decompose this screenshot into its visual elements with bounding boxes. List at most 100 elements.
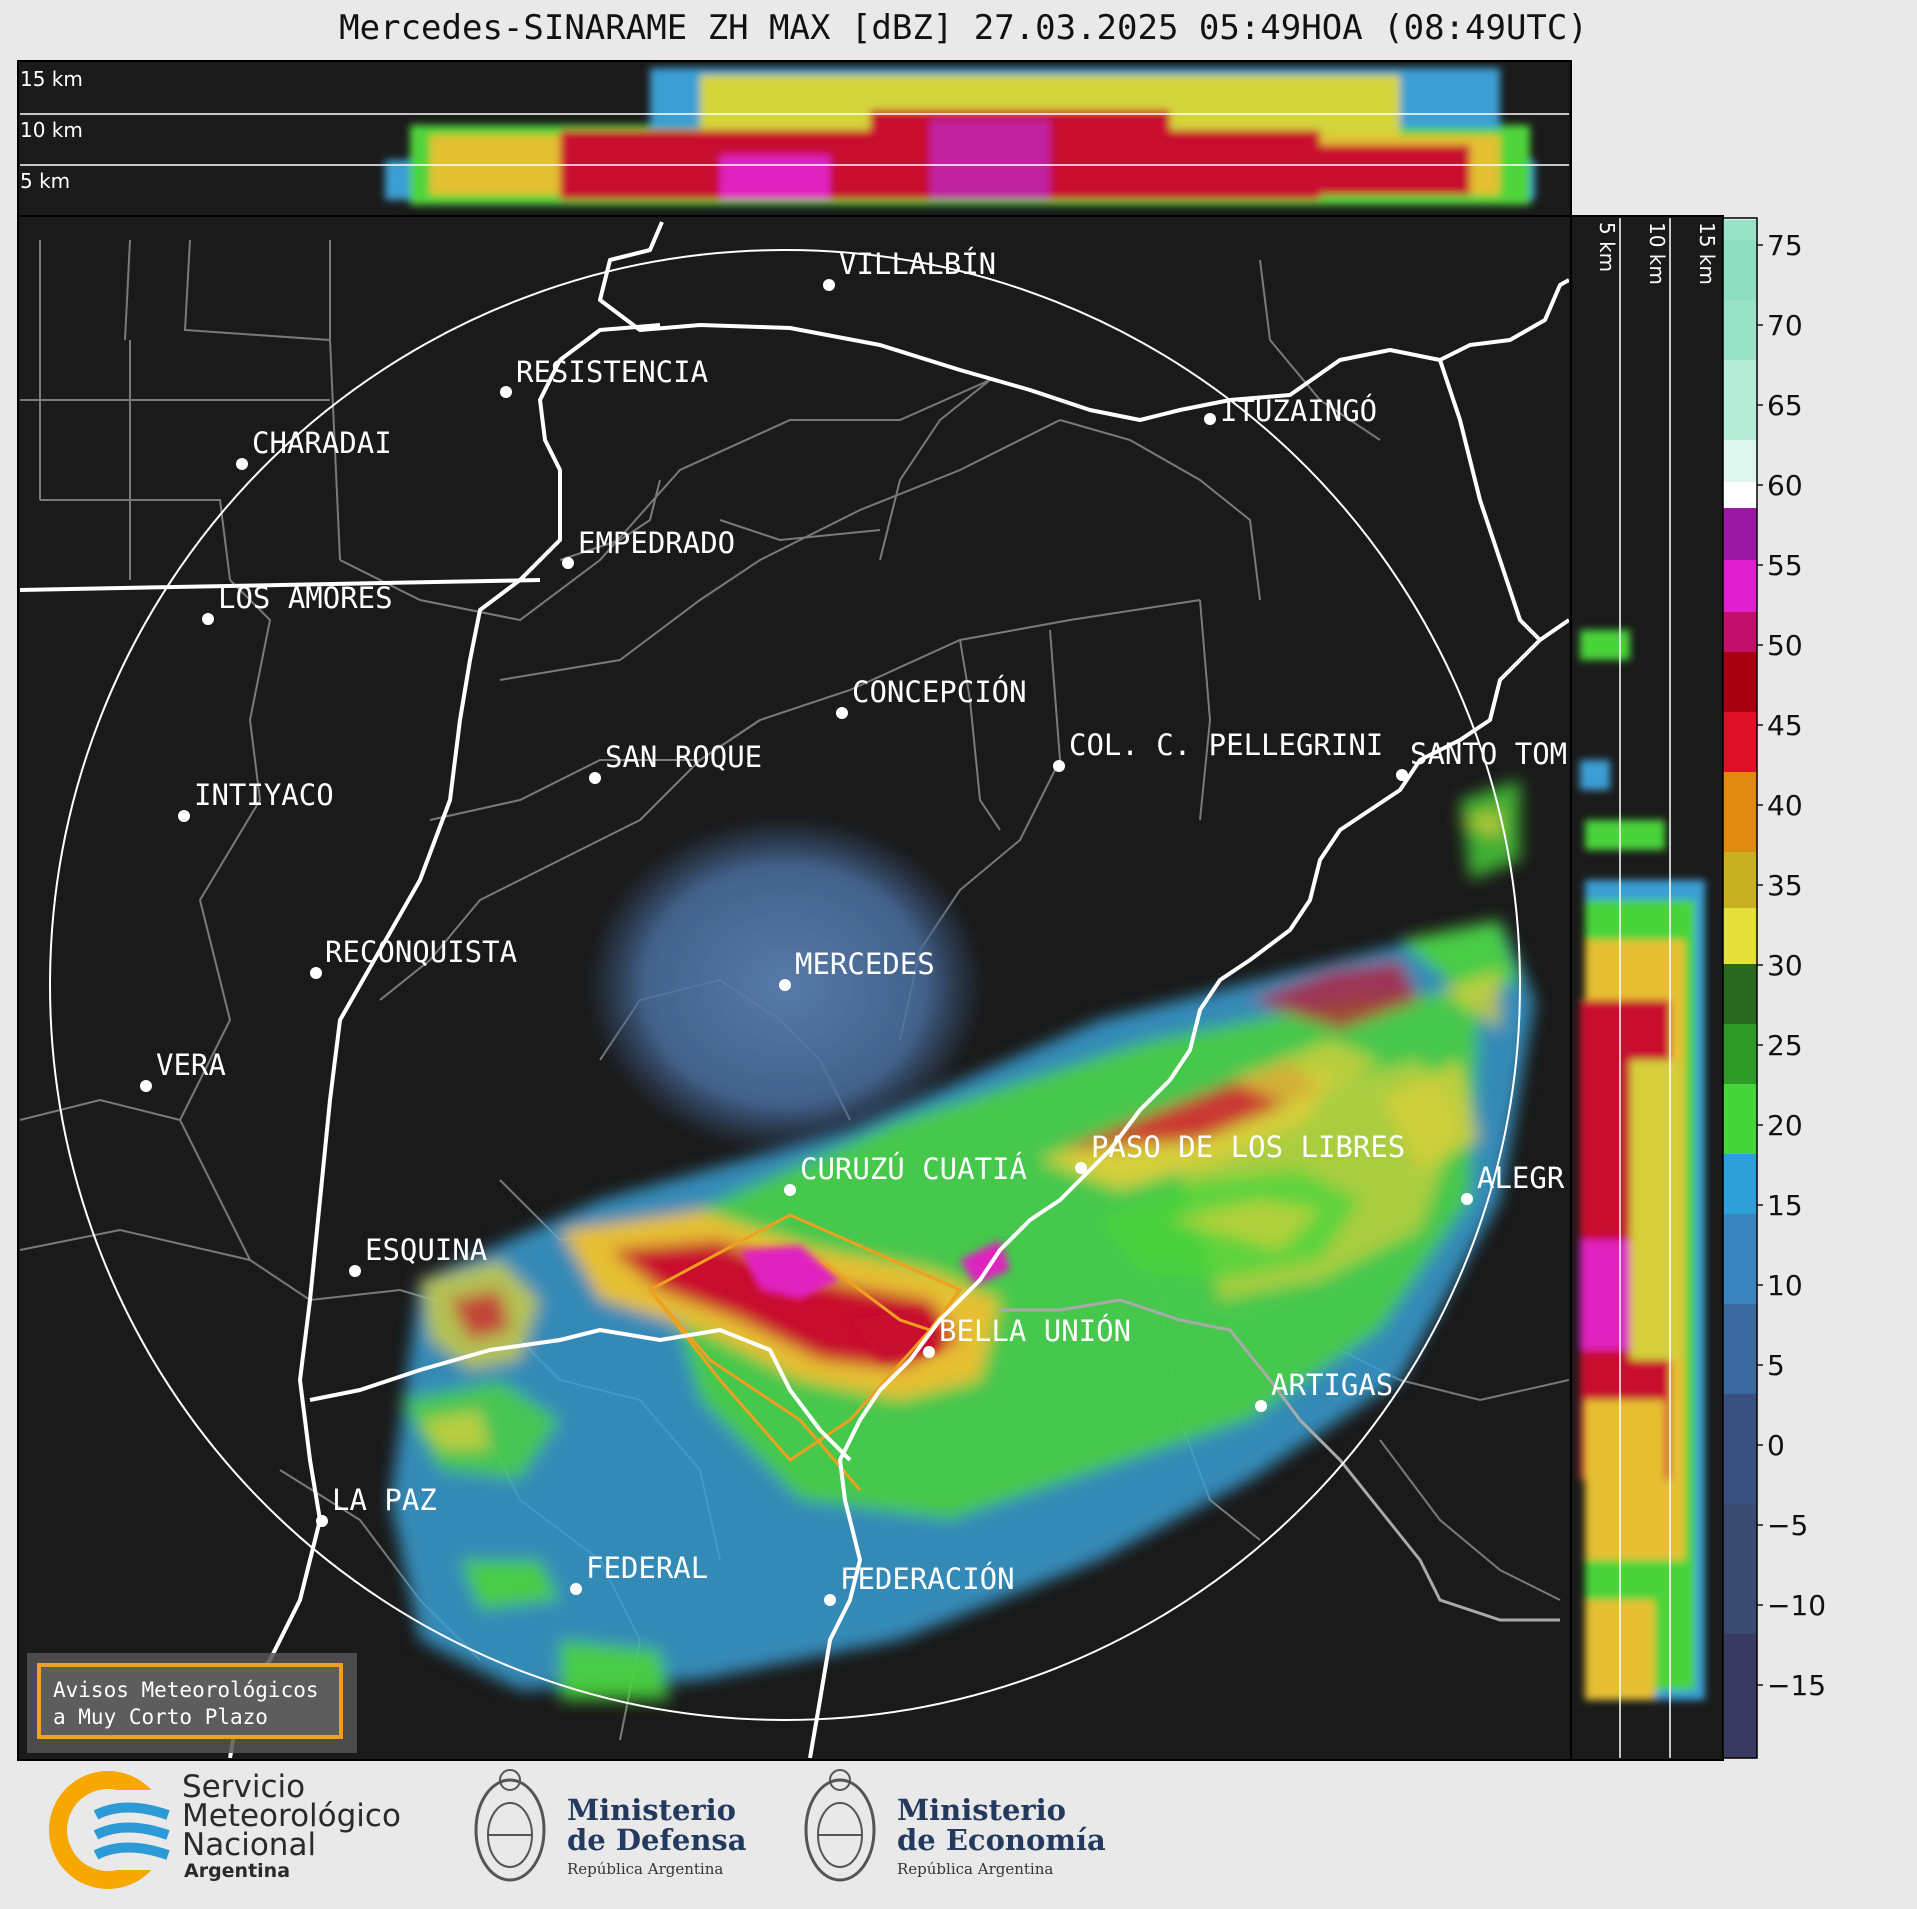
map-title: Mercedes-SINARAME ZH MAX [dBZ] 27.03.202… bbox=[339, 8, 1588, 48]
city-curuzu-cuatia: CURUZÚ CUATIÁ bbox=[784, 1152, 1027, 1196]
city-col-pellegrini: COL. C. PELLEGRINI bbox=[1053, 728, 1383, 772]
svg-text:RESISTENCIA: RESISTENCIA bbox=[516, 355, 708, 389]
svg-text:PASO DE LOS LIBRES: PASO DE LOS LIBRES bbox=[1091, 1130, 1405, 1164]
city-san-roque: SAN ROQUE bbox=[589, 740, 762, 784]
map-panel: VILLALBÍN RESISTENCIA CHARADAI ITUZAINGÓ… bbox=[17, 215, 1572, 1761]
economia-logo-line-1: Ministerio bbox=[897, 1793, 1067, 1827]
svg-text:ALEGR: ALEGR bbox=[1477, 1161, 1565, 1195]
defensa-logo-line-3: República Argentina bbox=[567, 1860, 724, 1878]
colorbar-tick-16: −5 bbox=[1767, 1509, 1808, 1542]
city-los-amores: LOS AMORES bbox=[202, 581, 393, 625]
colorbar-ticks bbox=[1757, 244, 1763, 1686]
top-alt-label-5: 5 km bbox=[20, 169, 70, 193]
city-reconquista: RECONQUISTA bbox=[310, 935, 517, 979]
rivers-and-borders bbox=[20, 221, 1569, 1758]
city-bella-union: BELLA UNIÓN bbox=[923, 1314, 1131, 1358]
colorbar-tick-9: 30 bbox=[1767, 949, 1803, 982]
colorbar-tick-3: 60 bbox=[1767, 469, 1803, 502]
notice-line-2: a Muy Corto Plazo bbox=[53, 1705, 268, 1729]
city-concepcion: CONCEPCIÓN bbox=[836, 675, 1027, 719]
side-alt-label-15: 15 km bbox=[1695, 222, 1719, 285]
smn-logo-line-2: Meteorológico bbox=[182, 1798, 401, 1834]
range-ring bbox=[49, 249, 1521, 1721]
svg-text:VILLALBÍN: VILLALBÍN bbox=[839, 247, 996, 281]
colorbar-tick-15: 0 bbox=[1767, 1429, 1785, 1462]
colorbar-tick-12: 15 bbox=[1767, 1189, 1803, 1222]
colorbar-tick-2: 65 bbox=[1767, 389, 1803, 422]
svg-text:CONCEPCIÓN: CONCEPCIÓN bbox=[852, 675, 1027, 709]
colorbar-tick-5: 50 bbox=[1767, 629, 1803, 662]
svg-text:LA PAZ: LA PAZ bbox=[332, 1483, 437, 1517]
city-mercedes: MERCEDES bbox=[779, 947, 935, 991]
smn-logo-line-1: Servicio bbox=[182, 1769, 306, 1805]
colorbar-tick-1: 70 bbox=[1767, 309, 1803, 342]
smn-logo-mark bbox=[49, 1771, 170, 1889]
svg-text:MERCEDES: MERCEDES bbox=[795, 947, 935, 981]
city-resistencia: RESISTENCIA bbox=[500, 355, 708, 398]
smn-logo-line-3: Nacional bbox=[182, 1827, 317, 1863]
city-federal: FEDERAL bbox=[570, 1551, 708, 1595]
svg-text:ARTIGAS: ARTIGAS bbox=[1271, 1368, 1393, 1402]
city-artigas: ARTIGAS bbox=[1255, 1368, 1393, 1412]
city-alegrete: ALEGR bbox=[1461, 1161, 1565, 1205]
svg-text:VERA: VERA bbox=[156, 1048, 226, 1082]
svg-text:SAN ROQUE: SAN ROQUE bbox=[605, 740, 762, 774]
top-alt-label-15: 15 km bbox=[20, 67, 83, 91]
city-ituzaingo: ITUZAINGÓ bbox=[1204, 394, 1377, 428]
svg-text:LOS AMORES: LOS AMORES bbox=[218, 581, 393, 615]
svg-text:COL. C. PELLEGRINI: COL. C. PELLEGRINI bbox=[1069, 728, 1383, 762]
notice-line-1: Avisos Meteorológicos bbox=[53, 1678, 319, 1702]
defensa-coat-of-arms-icon bbox=[474, 1769, 546, 1882]
svg-text:SANTO TOM: SANTO TOM bbox=[1410, 737, 1567, 771]
colorbar: 75 70 65 60 55 50 45 40 35 30 25 20 15 1… bbox=[1722, 217, 1826, 1759]
city-federacion: FEDERACIÓN bbox=[824, 1562, 1015, 1606]
colorbar-tick-0: 75 bbox=[1767, 229, 1803, 262]
side-profile-panel: 5 km 10 km 15 km bbox=[1570, 215, 1724, 1761]
city-villalbin: VILLALBÍN bbox=[823, 247, 996, 291]
colorbar-tick-8: 35 bbox=[1767, 869, 1803, 902]
svg-text:ITUZAINGÓ: ITUZAINGÓ bbox=[1220, 394, 1377, 428]
city-empedrado: EMPEDRADO bbox=[562, 526, 735, 569]
colorbar-tick-18: −15 bbox=[1767, 1669, 1826, 1702]
colorbar-tick-17: −10 bbox=[1767, 1589, 1826, 1622]
side-alt-label-10: 10 km bbox=[1645, 222, 1669, 285]
city-esquina: ESQUINA bbox=[349, 1233, 487, 1277]
defensa-logo-line-2: de Defensa bbox=[567, 1823, 747, 1857]
warning-polygons bbox=[647, 1213, 963, 1491]
city-charadai: CHARADAI bbox=[236, 426, 392, 470]
colorbar-tick-6: 45 bbox=[1767, 709, 1803, 742]
svg-text:FEDERACIÓN: FEDERACIÓN bbox=[840, 1562, 1015, 1596]
economia-logo-line-2: de Economía bbox=[897, 1823, 1106, 1857]
colorbar-tick-10: 25 bbox=[1767, 1029, 1803, 1062]
top-profile-panel: 15 km 10 km 5 km bbox=[17, 60, 1572, 219]
city-intiyaco: INTIYACO bbox=[178, 778, 334, 822]
city-santo-tome: SANTO TOM bbox=[1396, 737, 1567, 781]
uruguay-border bbox=[1000, 1298, 1560, 1622]
economia-coat-of-arms-icon bbox=[804, 1769, 876, 1882]
colorbar-tick-4: 55 bbox=[1767, 549, 1803, 582]
svg-text:RECONQUISTA: RECONQUISTA bbox=[325, 935, 517, 969]
svg-text:BELLA UNIÓN: BELLA UNIÓN bbox=[939, 1314, 1131, 1348]
side-alt-label-5: 5 km bbox=[1595, 222, 1619, 272]
warnings-notice: Avisos Meteorológicos a Muy Corto Plazo bbox=[37, 1663, 343, 1739]
top-alt-label-10: 10 km bbox=[20, 118, 83, 142]
economia-logo-line-3: República Argentina bbox=[897, 1860, 1054, 1878]
colorbar-tick-7: 40 bbox=[1767, 789, 1803, 822]
svg-text:EMPEDRADO: EMPEDRADO bbox=[578, 526, 735, 560]
city-markers: VILLALBÍN RESISTENCIA CHARADAI ITUZAINGÓ… bbox=[140, 247, 1567, 1606]
svg-text:FEDERAL: FEDERAL bbox=[586, 1551, 708, 1585]
svg-text:ESQUINA: ESQUINA bbox=[365, 1233, 487, 1267]
svg-text:CHARADAI: CHARADAI bbox=[252, 426, 392, 460]
colorbar-tick-14: 5 bbox=[1767, 1349, 1785, 1382]
colorbar-tick-11: 20 bbox=[1767, 1109, 1803, 1142]
city-vera: VERA bbox=[140, 1048, 226, 1092]
smn-logo-line-4: Argentina bbox=[184, 1860, 291, 1882]
colorbar-tick-13: 10 bbox=[1767, 1269, 1803, 1302]
svg-text:CURUZÚ CUATIÁ: CURUZÚ CUATIÁ bbox=[800, 1152, 1027, 1186]
svg-text:INTIYACO: INTIYACO bbox=[194, 778, 334, 812]
city-la-paz: LA PAZ bbox=[316, 1483, 437, 1527]
defensa-logo-line-1: Ministerio bbox=[567, 1793, 737, 1827]
colorbar-swatches bbox=[1722, 217, 1758, 1759]
city-paso-de-los-libres: PASO DE LOS LIBRES bbox=[1075, 1130, 1405, 1174]
